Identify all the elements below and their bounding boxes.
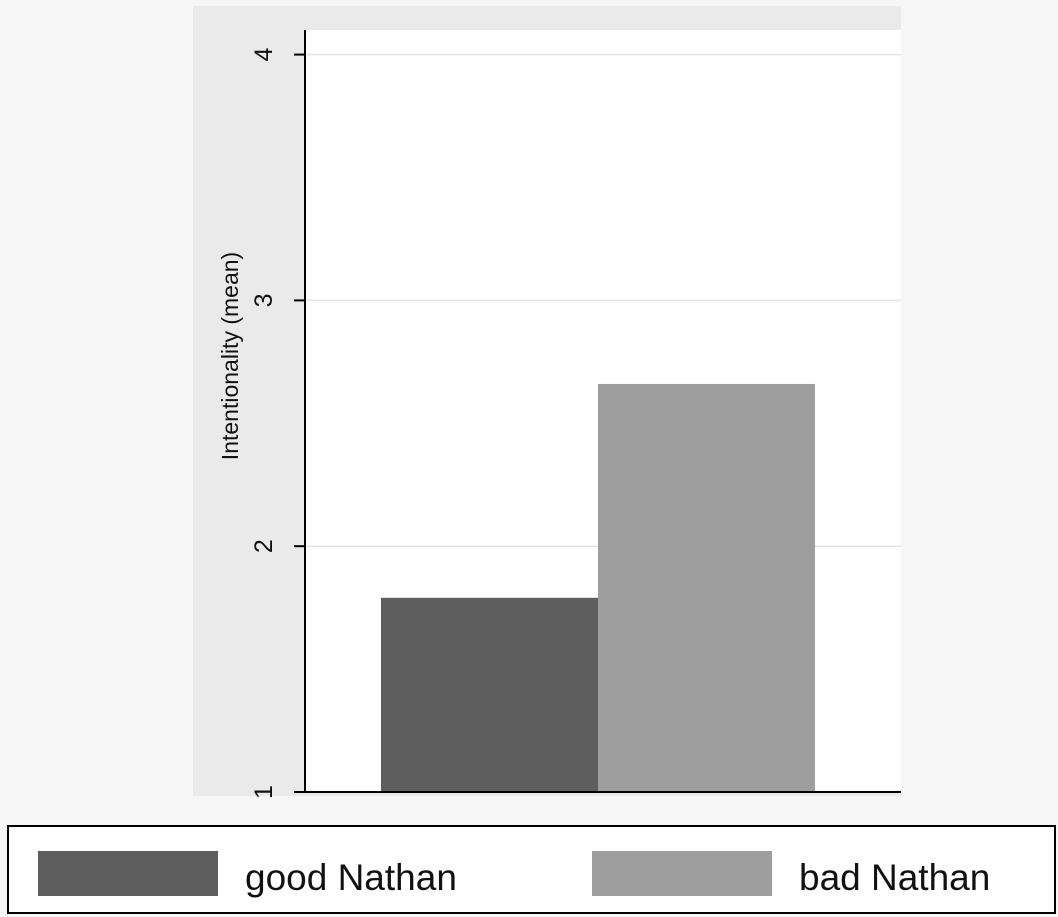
legend-label-bad-nathan: bad Nathan <box>799 857 990 898</box>
legend: good Nathan bad Nathan <box>7 825 1056 914</box>
bars <box>381 383 815 792</box>
y-tick-label-1: 1 <box>250 785 278 799</box>
y-tick-label-4: 4 <box>250 48 278 62</box>
y-tick-label-3: 3 <box>250 293 278 307</box>
y-axis-title: Intentionality (mean) <box>217 252 243 460</box>
legend-swatch-bad-nathan <box>592 851 772 896</box>
legend-label-good-nathan: good Nathan <box>245 857 457 898</box>
y-tick-label-2: 2 <box>250 539 278 553</box>
legend-swatch-good-nathan <box>38 851 218 896</box>
bar-bad-nathan <box>598 383 815 792</box>
bar-good-nathan <box>381 597 598 792</box>
y-axis: 1 2 3 4 <box>250 30 901 799</box>
